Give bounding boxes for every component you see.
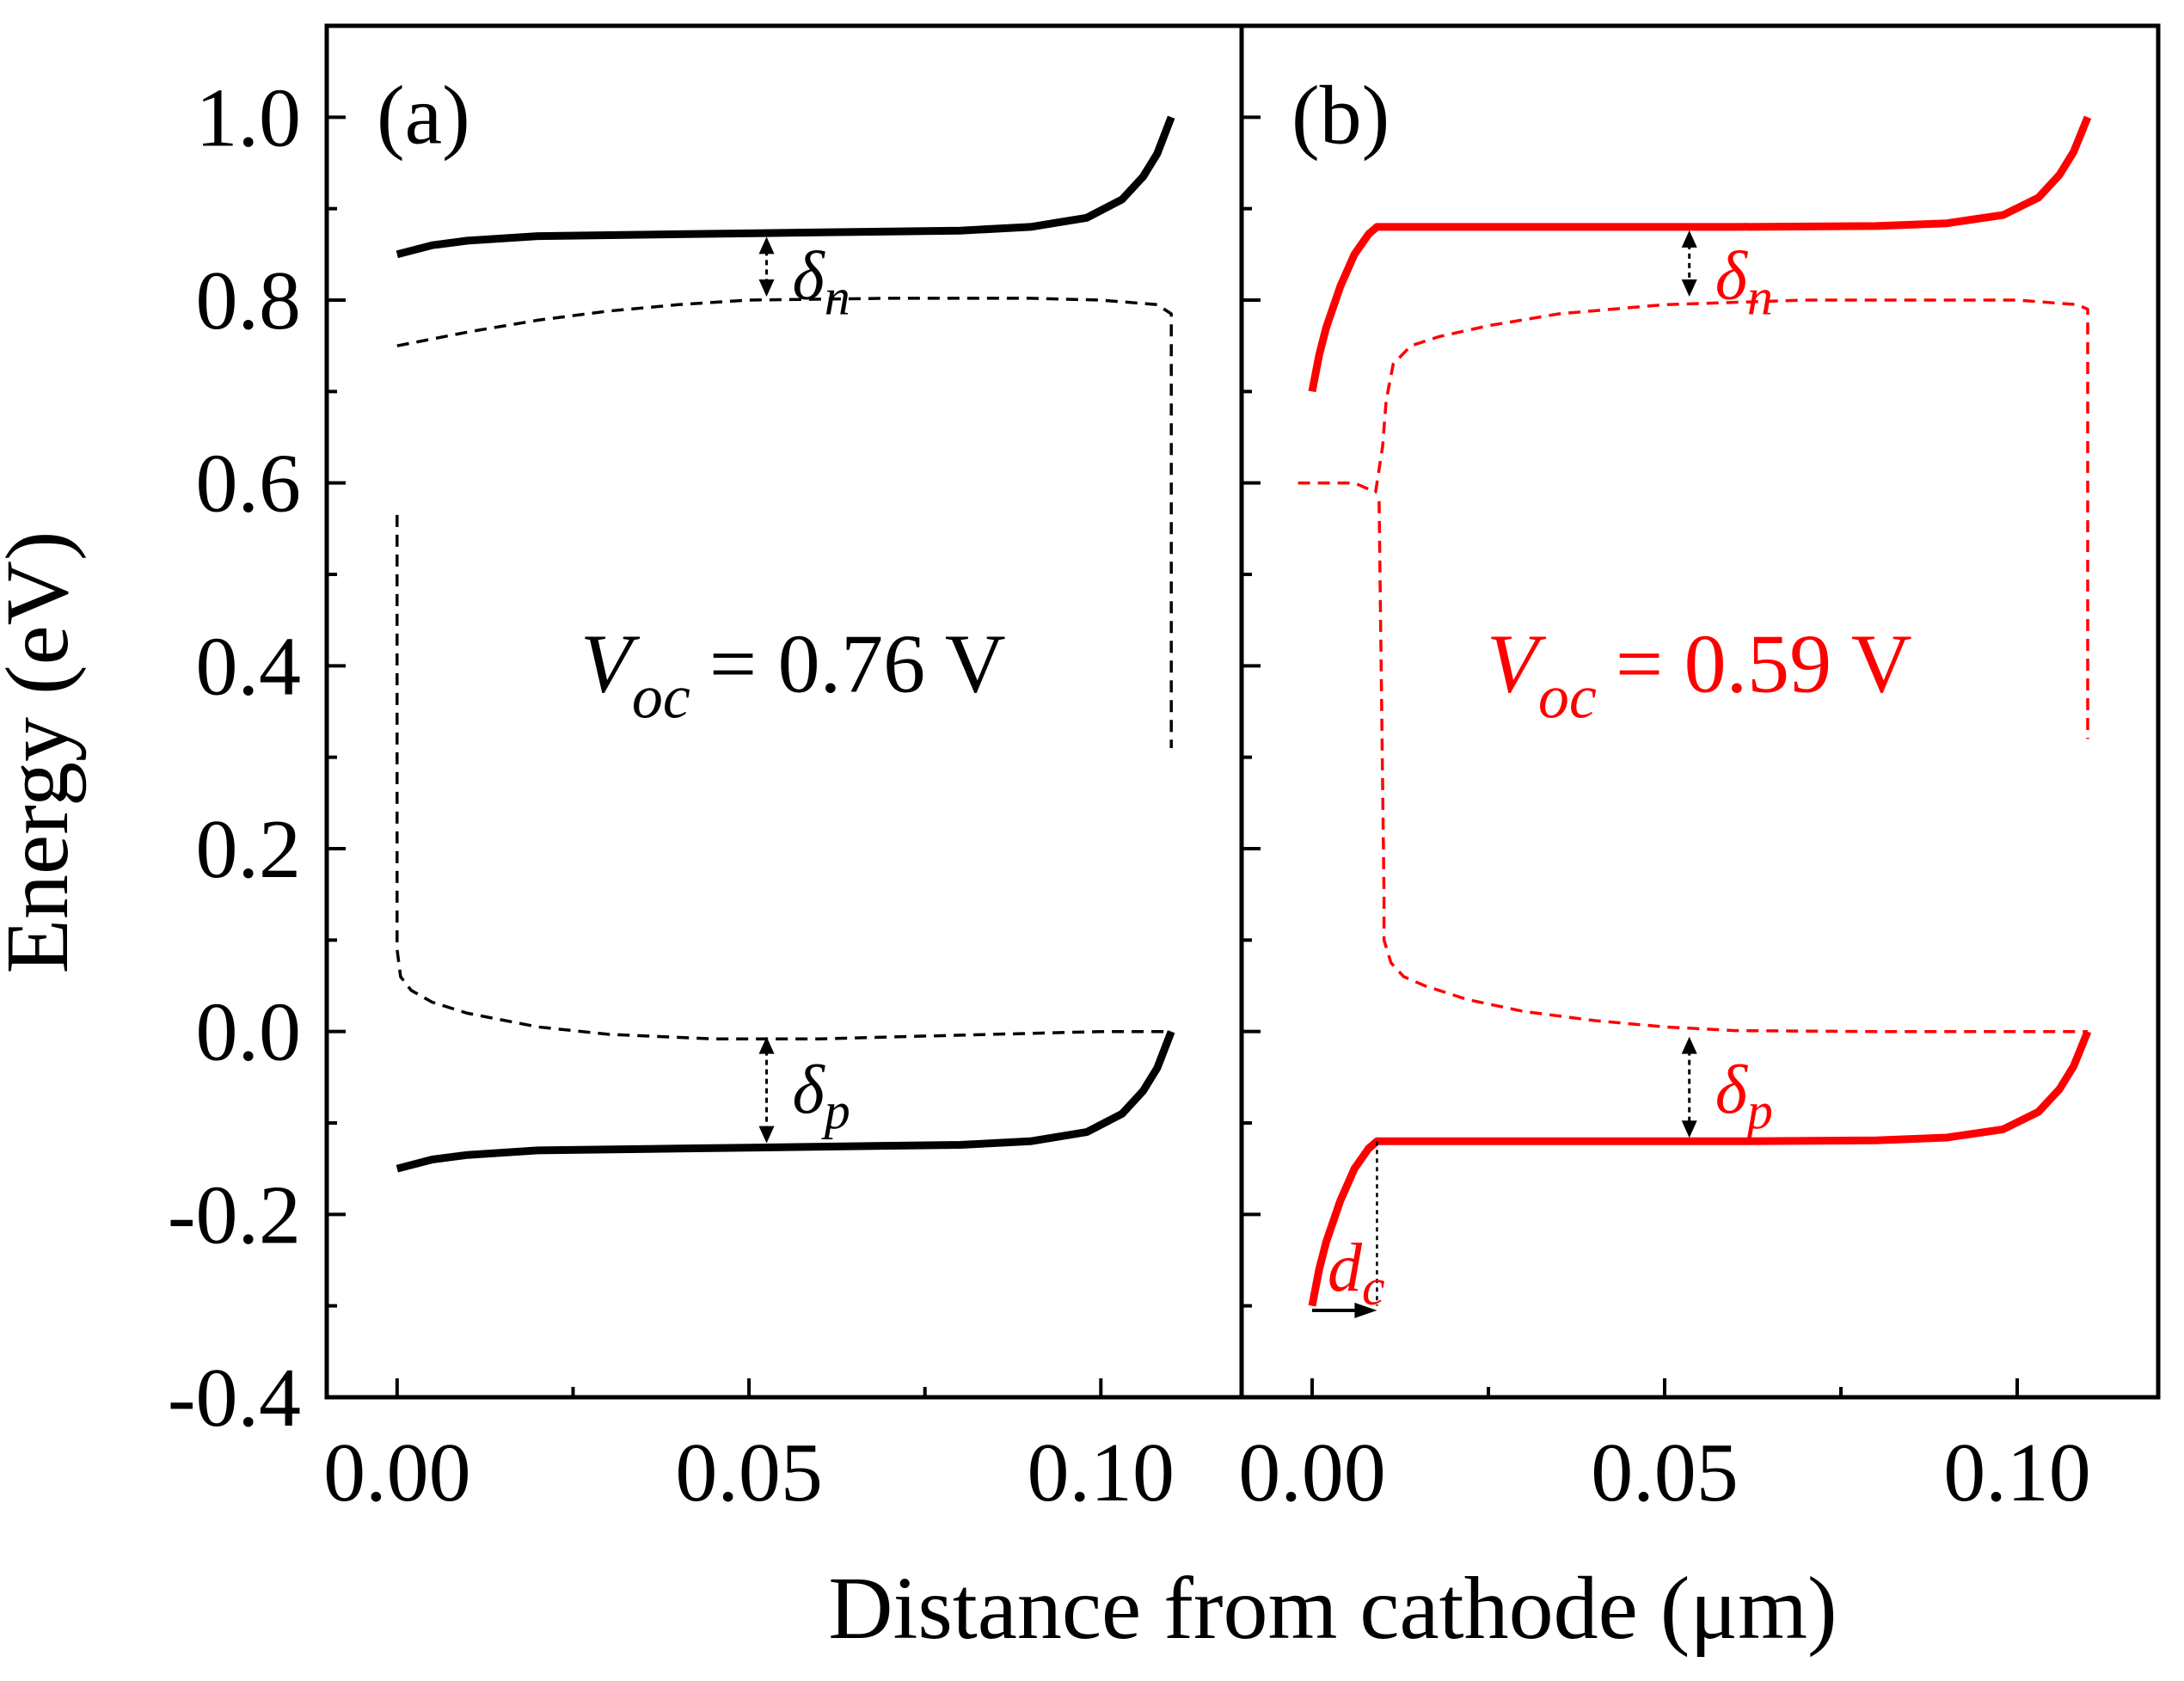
panel-label: (a) (377, 69, 470, 162)
panel-label: (b) (1291, 69, 1390, 162)
dc-symbol: d (1328, 1230, 1363, 1306)
x-axis-title: Distance from cathode (μm) (828, 1559, 1837, 1658)
delta-p-arrow (758, 1036, 775, 1144)
delta-n-arrow (758, 236, 775, 297)
conduction-band-line (1308, 115, 2092, 393)
x-tick-label: 0.05 (1591, 1426, 1739, 1519)
x-tick-label: 0.10 (1943, 1426, 2091, 1519)
y-tick-label: 0.6 (196, 438, 302, 531)
delta-p-subscript: p (1744, 1083, 1773, 1139)
arrow-head-down (1681, 279, 1697, 297)
dc-subscript: c (1362, 1259, 1385, 1316)
voc-value: = 0.59 V (1616, 617, 1912, 710)
delta-p-label: δp (1715, 1052, 1773, 1139)
dc-arrow-head (1354, 1302, 1377, 1318)
y-tick-label: 0.2 (196, 803, 302, 896)
delta-p-symbol: δ (1715, 1052, 1749, 1128)
delta-n-label: δn (793, 239, 850, 326)
delta-p-subscript: p (821, 1083, 850, 1139)
x-tick-label: 0.10 (1028, 1426, 1175, 1519)
y-tick-label: -0.2 (168, 1169, 301, 1261)
y-tick-label: 0.8 (196, 255, 302, 347)
valence-band-line (396, 1030, 1175, 1173)
delta-n-subscript: n (1747, 269, 1773, 326)
voc-symbol: V (1487, 617, 1547, 710)
dc-label: dc (1328, 1230, 1385, 1316)
delta-n-arrow (1681, 230, 1697, 297)
arrow-head-down (758, 1126, 775, 1144)
delta-p-symbol: δ (793, 1052, 826, 1128)
delta-n-label: δn (1715, 239, 1773, 326)
hole-quasi-Fermi-level-line (396, 514, 1172, 1040)
arrow-head-up (758, 1036, 775, 1054)
panel-a: -0.4 -0.2 0.0 0.2 0.4 0.6 0.8 1.0 0.00 0.05 0.10 (a… (168, 23, 1244, 1519)
voc-subscript: oc (632, 662, 690, 731)
arrow-head-down (758, 279, 775, 297)
delta-n-subscript: n (825, 269, 850, 326)
x-tick-label: 0.00 (1238, 1426, 1386, 1519)
delta-p-label: δp (793, 1052, 850, 1139)
plot-frame (1239, 23, 2161, 1400)
y-tick-label: 0.4 (196, 620, 302, 713)
arrow-head-up (1681, 1036, 1697, 1054)
x-tick-label: 0.05 (675, 1426, 823, 1519)
delta-n-symbol: δ (793, 239, 826, 315)
y-axis-title: Energy (eV) (0, 531, 87, 974)
voc-subscript: oc (1538, 662, 1597, 731)
y-tick-label: 1.0 (196, 71, 302, 164)
valence-band-line (1308, 1030, 2092, 1307)
electron-quasi-Fermi-level-line (1298, 298, 2089, 739)
voc-annotation: Voc = 0.76 V (580, 617, 1006, 731)
arrow-head-up (758, 236, 775, 255)
y-tick-label: -0.4 (168, 1352, 301, 1445)
arrow-head-up (1681, 230, 1697, 248)
arrow-head-down (1681, 1120, 1697, 1138)
voc-annotation: Voc = 0.59 V (1487, 617, 1912, 731)
conduction-band-line (396, 115, 1175, 259)
electron-quasi-Fermi-level-line (396, 297, 1173, 748)
y-tick-label: 0.0 (196, 986, 302, 1079)
voc-symbol: V (580, 617, 641, 710)
delta-n-symbol: δ (1715, 239, 1749, 315)
x-tick-label: 0.00 (323, 1426, 471, 1519)
voc-value: = 0.76 V (709, 617, 1006, 710)
delta-p-arrow (1681, 1036, 1697, 1138)
hole-quasi-Fermi-level-line (1377, 500, 2088, 1034)
